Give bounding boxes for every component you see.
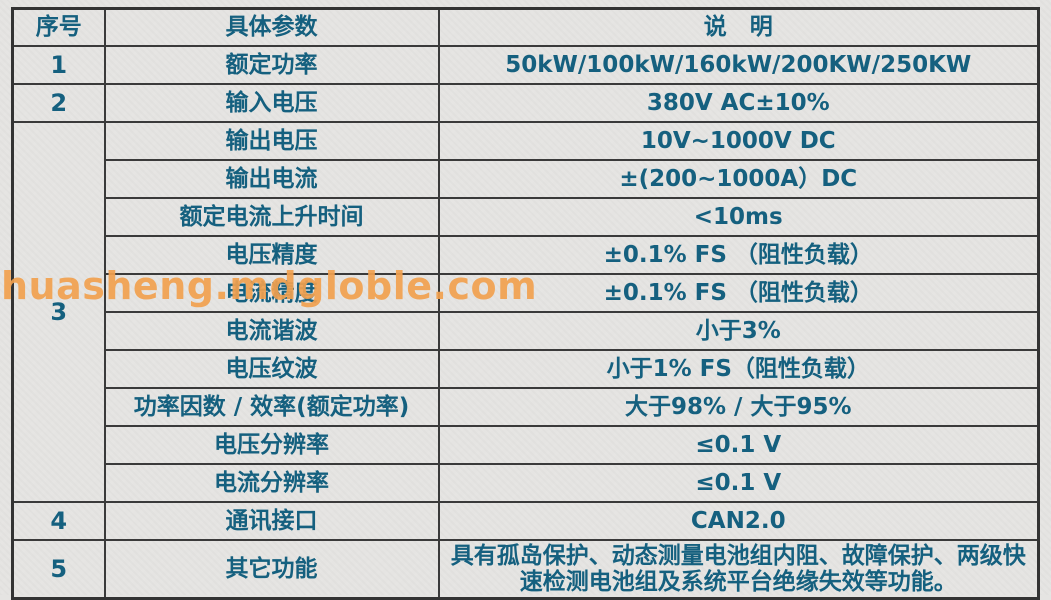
table-row-voltage-ripple: 电压纹波 小于1% FS（阻性负载） [13,348,1040,389]
cell-no: 5 [11,538,106,599]
cell-param: 输出电流 [103,158,440,199]
table-row-current-resolution: 电流分辨率 ≤0.1 V [13,462,1040,503]
table-row-communication-interface: 4 通讯接口 CAN2.0 [11,500,1040,541]
table-row-other-functions: 5 其它功能 具有孤岛保护、动态测量电池组内阻、故障保护、两级快速检测电池组及系… [11,538,1040,599]
cell-param: 电流谐波 [103,310,440,351]
cell-desc: 小于3% [437,310,1040,351]
cell-param: 其它功能 [103,538,440,599]
cell-param: 电压精度 [103,234,440,275]
cell-desc: 380V AC±10% [437,82,1040,123]
table-row-rated-power: 1 额定功率 50kW/100kW/160kW/200KW/250KW [11,44,1040,85]
table-row-output-voltage: 3 输出电压 10V~1000V DC [11,120,1040,503]
cell-param: 输入电压 [103,82,440,123]
cell-param: 额定电流上升时间 [103,196,440,237]
header-serial-number: 序号 [11,7,106,47]
cell-desc: ±0.1% FS （阻性负载） [437,234,1040,275]
cell-desc: CAN2.0 [437,500,1040,541]
table-row-voltage-resolution: 电压分辨率 ≤0.1 V [13,424,1040,465]
cell-desc: 具有孤岛保护、动态测量电池组内阻、故障保护、两级快速检测电池组及系统平台绝缘失效… [437,538,1040,599]
cell-param: 电流精度 [103,272,440,313]
cell-no-group-3: 3 [11,120,106,503]
cell-desc: 10V~1000V DC [437,120,1040,161]
cell-desc: 大于98% / 大于95% [437,386,1040,427]
cell-param: 电压分辨率 [103,424,440,465]
table-row-power-factor-efficiency: 功率因数 / 效率(额定功率) 大于98% / 大于95% [13,386,1040,427]
cell-no: 2 [11,82,106,123]
cell-desc: ±0.1% FS （阻性负载） [437,272,1040,313]
cell-param: 输出电压 [103,120,440,161]
spec-table: 序号 具体参数 说 明 1 额定功率 50kW/100kW/160kW/200K… [11,7,1040,600]
table-row-output-current: 输出电流 ±(200~1000A）DC [13,158,1040,199]
table-row-current-accuracy: 电流精度 ±0.1% FS （阻性负载） [13,272,1040,313]
table-header-row: 序号 具体参数 说 明 [11,7,1040,47]
cell-desc: ±(200~1000A）DC [437,158,1040,199]
cell-param: 电流分辨率 [103,462,440,503]
cell-param: 通讯接口 [103,500,440,541]
header-parameter: 具体参数 [103,7,440,47]
table-row-current-harmonics: 电流谐波 小于3% [13,310,1040,351]
cell-desc: 小于1% FS（阻性负载） [437,348,1040,389]
cell-param: 额定功率 [103,44,440,85]
cell-no: 4 [11,500,106,541]
cell-desc: 50kW/100kW/160kW/200KW/250KW [437,44,1040,85]
table-row-current-rise-time: 额定电流上升时间 <10ms [13,196,1040,237]
cell-desc: ≤0.1 V [437,424,1040,465]
cell-desc: <10ms [437,196,1040,237]
cell-no: 1 [11,44,106,85]
table-row-input-voltage: 2 输入电压 380V AC±10% [11,82,1040,123]
cell-param: 功率因数 / 效率(额定功率) [103,386,440,427]
table-row-voltage-accuracy: 电压精度 ±0.1% FS （阻性负载） [13,234,1040,275]
cell-desc: ≤0.1 V [437,462,1040,503]
header-description: 说 明 [437,7,1040,47]
cell-param: 电压纹波 [103,348,440,389]
